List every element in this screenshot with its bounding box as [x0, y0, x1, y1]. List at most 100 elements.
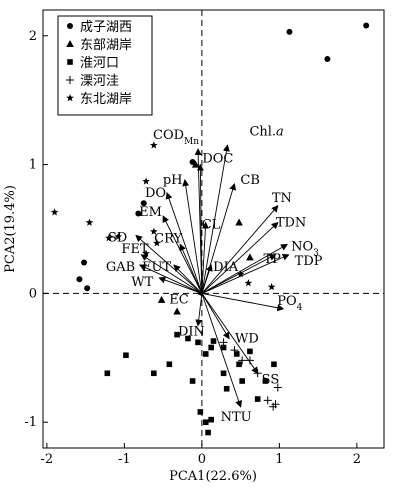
vector-arrow-wt: [158, 276, 203, 294]
x-axis-title: PCA1(22.6%): [169, 469, 257, 484]
data-point-square: [220, 344, 227, 351]
legend-box: [57, 15, 153, 116]
vector-label: DIA: [213, 260, 239, 275]
vector-label: TP: [264, 252, 282, 267]
vector-label: WT: [131, 275, 153, 290]
data-point-plus: [245, 356, 254, 365]
data-point-square: [233, 351, 240, 357]
y-tick-label: -1: [24, 415, 37, 430]
vector-label: EUT: [142, 260, 171, 275]
data-point-square: [210, 338, 217, 344]
y-tick-label: 1: [29, 158, 37, 173]
data-point-square: [195, 339, 201, 346]
data-point-triangle: [246, 253, 254, 261]
data-point-circle: [140, 200, 147, 207]
data-point-square: [104, 370, 111, 377]
axis-ticks: -2 -1 0 1 2 -1 0 1 2: [24, 29, 361, 467]
data-point-star: [244, 279, 253, 287]
vector-label: DIN: [178, 325, 205, 340]
legend-marker-square: [67, 59, 73, 65]
vector-label: TDN: [276, 216, 306, 231]
data-point-square: [239, 378, 245, 384]
x-tick-label: 2: [353, 452, 361, 467]
vector-label: CB: [240, 173, 259, 188]
data-point-star: [50, 208, 59, 216]
vector-label: Chl.a: [249, 124, 283, 139]
data-point-triangle: [173, 307, 181, 315]
vector-label: pH: [163, 173, 183, 188]
vector-label: PO4: [277, 294, 302, 313]
data-point-star: [85, 218, 94, 226]
vector-label: NTU: [221, 410, 252, 425]
vector-label: SD: [108, 230, 127, 245]
x-tick-label: 0: [198, 452, 206, 467]
data-point-star: [142, 177, 150, 185]
data-point-square: [189, 378, 196, 384]
data-point-triangle: [235, 218, 243, 226]
data-point-square: [208, 416, 214, 423]
data-point-star: [236, 270, 245, 278]
reference-lines: [43, 10, 384, 448]
data-points: [50, 22, 370, 436]
vector-arrow-ss: [201, 293, 259, 375]
data-point-star: [150, 141, 158, 149]
data-point-plus: [230, 346, 239, 355]
vector-arrow-no: [201, 243, 288, 294]
data-point-square: [123, 352, 129, 359]
data-point-plus: [271, 400, 280, 409]
data-point-circle: [84, 285, 91, 292]
data-point-square: [254, 396, 261, 402]
data-point-circle: [324, 55, 331, 62]
vector-label: GAB: [106, 260, 135, 275]
data-point-square: [197, 409, 204, 415]
legend-label: 东北湖岸: [80, 92, 132, 107]
data-point-circle: [76, 276, 83, 283]
vector-arrow-ph: [182, 179, 203, 294]
data-point-square: [262, 378, 269, 384]
vector-arrow-ntu: [201, 293, 242, 408]
legend-marker-star: [66, 94, 74, 102]
vector-arrow-sd: [135, 234, 203, 294]
vector-arrow-cl: [201, 221, 209, 294]
vector-arrow-em: [162, 215, 203, 294]
data-point-circle: [81, 259, 88, 266]
data-point-square: [236, 361, 242, 368]
data-point-square: [205, 429, 211, 436]
vector-label: WD: [235, 332, 259, 347]
data-point-plus: [273, 383, 282, 392]
data-point-circle: [286, 28, 293, 35]
data-point-square: [202, 419, 209, 426]
data-point-star: [105, 234, 113, 242]
vector-arrow-tp: [201, 254, 277, 294]
legend-marker-circle: [67, 23, 73, 29]
vector-label: TN: [272, 191, 292, 206]
vector-label: EC: [169, 292, 188, 307]
legend-label: 溧河洼: [80, 74, 119, 89]
data-point-plus: [263, 396, 272, 405]
vector-arrow-din: [195, 293, 203, 327]
data-point-star: [153, 239, 161, 247]
data-point-square: [185, 335, 191, 342]
vector-arrow-gab: [138, 264, 203, 294]
data-point-square: [202, 351, 209, 357]
x-tick-label: 1: [275, 452, 283, 467]
legend-label: 成子湖西: [80, 20, 132, 35]
vector-arrow-dia: [201, 264, 213, 294]
data-point-star: [142, 249, 150, 257]
vector-arrow-tdp: [201, 254, 290, 294]
vector-label: EM: [139, 205, 162, 220]
legend-label: 淮河口: [80, 56, 119, 71]
data-point-circle: [363, 22, 370, 29]
vector-arrow-tdn: [201, 221, 279, 294]
vector-label: SS: [262, 372, 280, 387]
vector-label: TDP: [295, 254, 323, 269]
vector-label: CODMn: [153, 128, 199, 147]
vector-label: CRY: [154, 231, 182, 246]
data-point-plus: [219, 338, 228, 347]
vector-arrow-cry: [179, 243, 203, 294]
data-point-star: [114, 232, 122, 240]
legend-marker-plus: [66, 76, 74, 84]
